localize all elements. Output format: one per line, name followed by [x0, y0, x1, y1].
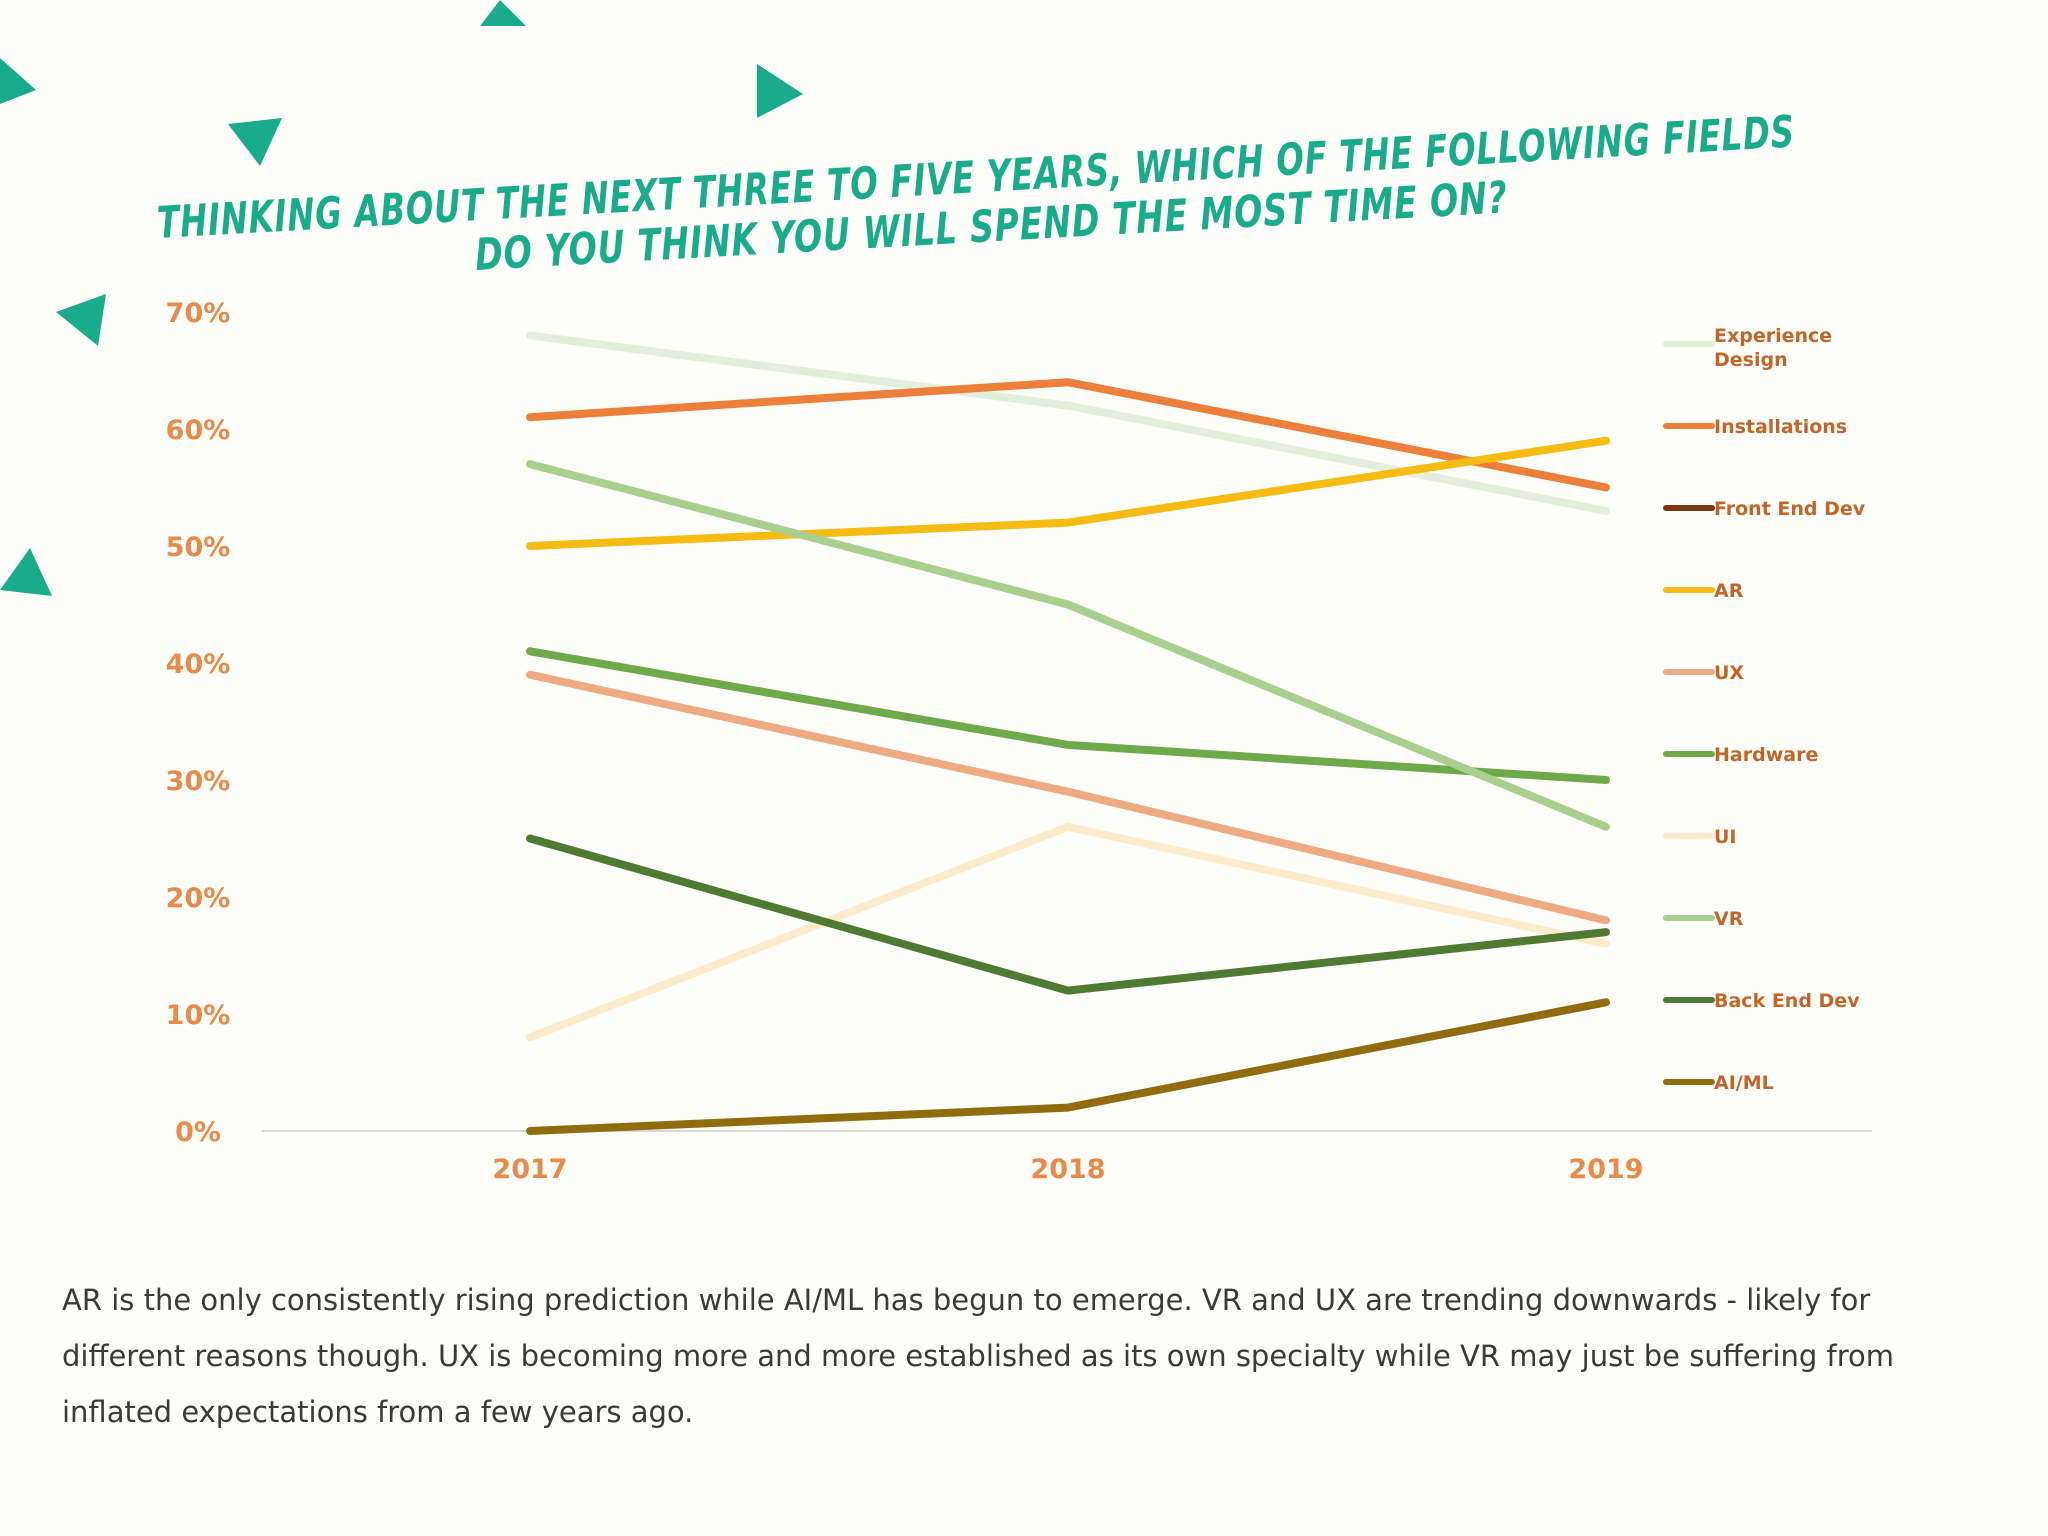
- chart-caption: AR is the only consistently rising predi…: [62, 1283, 1895, 1429]
- legend-label: AR: [1714, 580, 1744, 602]
- legend-item-installations: Installations: [1663, 416, 1847, 438]
- legend-label: UI: [1714, 826, 1737, 848]
- triangle-icon: [56, 294, 106, 346]
- series-line-ui: [526, 822, 1610, 1042]
- triangle-icon: [228, 118, 282, 166]
- x-tick-label: 2018: [1030, 1154, 1105, 1185]
- legend-item-front-end-dev: Front End Dev: [1663, 498, 1866, 520]
- triangle-icon: [0, 58, 36, 104]
- legend-label: UX: [1714, 662, 1744, 684]
- legend-label: Installations: [1714, 416, 1847, 438]
- triangle-icon: [0, 548, 52, 596]
- y-tick-label: 60%: [166, 415, 231, 446]
- chart-title: THINKING ABOUT THE NEXT THREE TO FIVE YE…: [156, 107, 1796, 281]
- legend-item-hardware: Hardware: [1663, 744, 1818, 766]
- series-line-back-end-dev: [526, 834, 1610, 995]
- legend-label: Back End Dev: [1714, 990, 1860, 1012]
- legend-label: AI/ML: [1714, 1072, 1774, 1094]
- y-tick-label: 40%: [166, 649, 231, 680]
- x-tick-label: 2019: [1568, 1154, 1643, 1185]
- series-lines: [526, 331, 1610, 1135]
- y-tick-label: 50%: [166, 532, 231, 563]
- line-chart: 0% 10% 20% 30% 40% 50% 60% 70% 2017 2018 2019 Exp…: [166, 298, 1872, 1185]
- legend-label: Hardware: [1714, 744, 1818, 766]
- legend-label: Front End Dev: [1714, 498, 1866, 520]
- legend-label: VR: [1714, 908, 1744, 930]
- series-line-ai-ml: [526, 998, 1610, 1135]
- x-tick-label: 2017: [492, 1154, 567, 1185]
- triangle-icon: [757, 64, 803, 118]
- series-line-hardware: [526, 647, 1610, 784]
- y-axis-ticks: 0% 10% 20% 30% 40% 50% 60% 70%: [166, 298, 231, 1148]
- x-axis-ticks: 2017 2018 2019: [492, 1154, 1643, 1185]
- y-tick-label: 0%: [175, 1117, 221, 1148]
- y-tick-label: 20%: [166, 883, 231, 914]
- legend-item-ar: AR: [1663, 580, 1744, 602]
- y-tick-label: 30%: [166, 766, 231, 797]
- y-tick-label: 70%: [166, 298, 231, 329]
- series-line-ux: [526, 670, 1610, 925]
- legend-item-vr: VR: [1663, 908, 1744, 930]
- series-line-ar: [526, 436, 1610, 550]
- series-line-experience-design: [526, 331, 1610, 515]
- legend-item-ai-ml: AI/ML: [1663, 1072, 1774, 1094]
- legend-label: Experience: [1714, 325, 1832, 347]
- legend-item-ux: UX: [1663, 662, 1744, 684]
- legend-item-back-end-dev: Back End Dev: [1663, 990, 1860, 1012]
- series-line-installations: [526, 378, 1610, 492]
- legend-label: Design: [1714, 349, 1788, 371]
- series-line-vr: [526, 460, 1610, 831]
- triangle-icon: [480, 0, 526, 26]
- legend-item-ui: UI: [1663, 826, 1737, 848]
- y-tick-label: 10%: [166, 1000, 231, 1031]
